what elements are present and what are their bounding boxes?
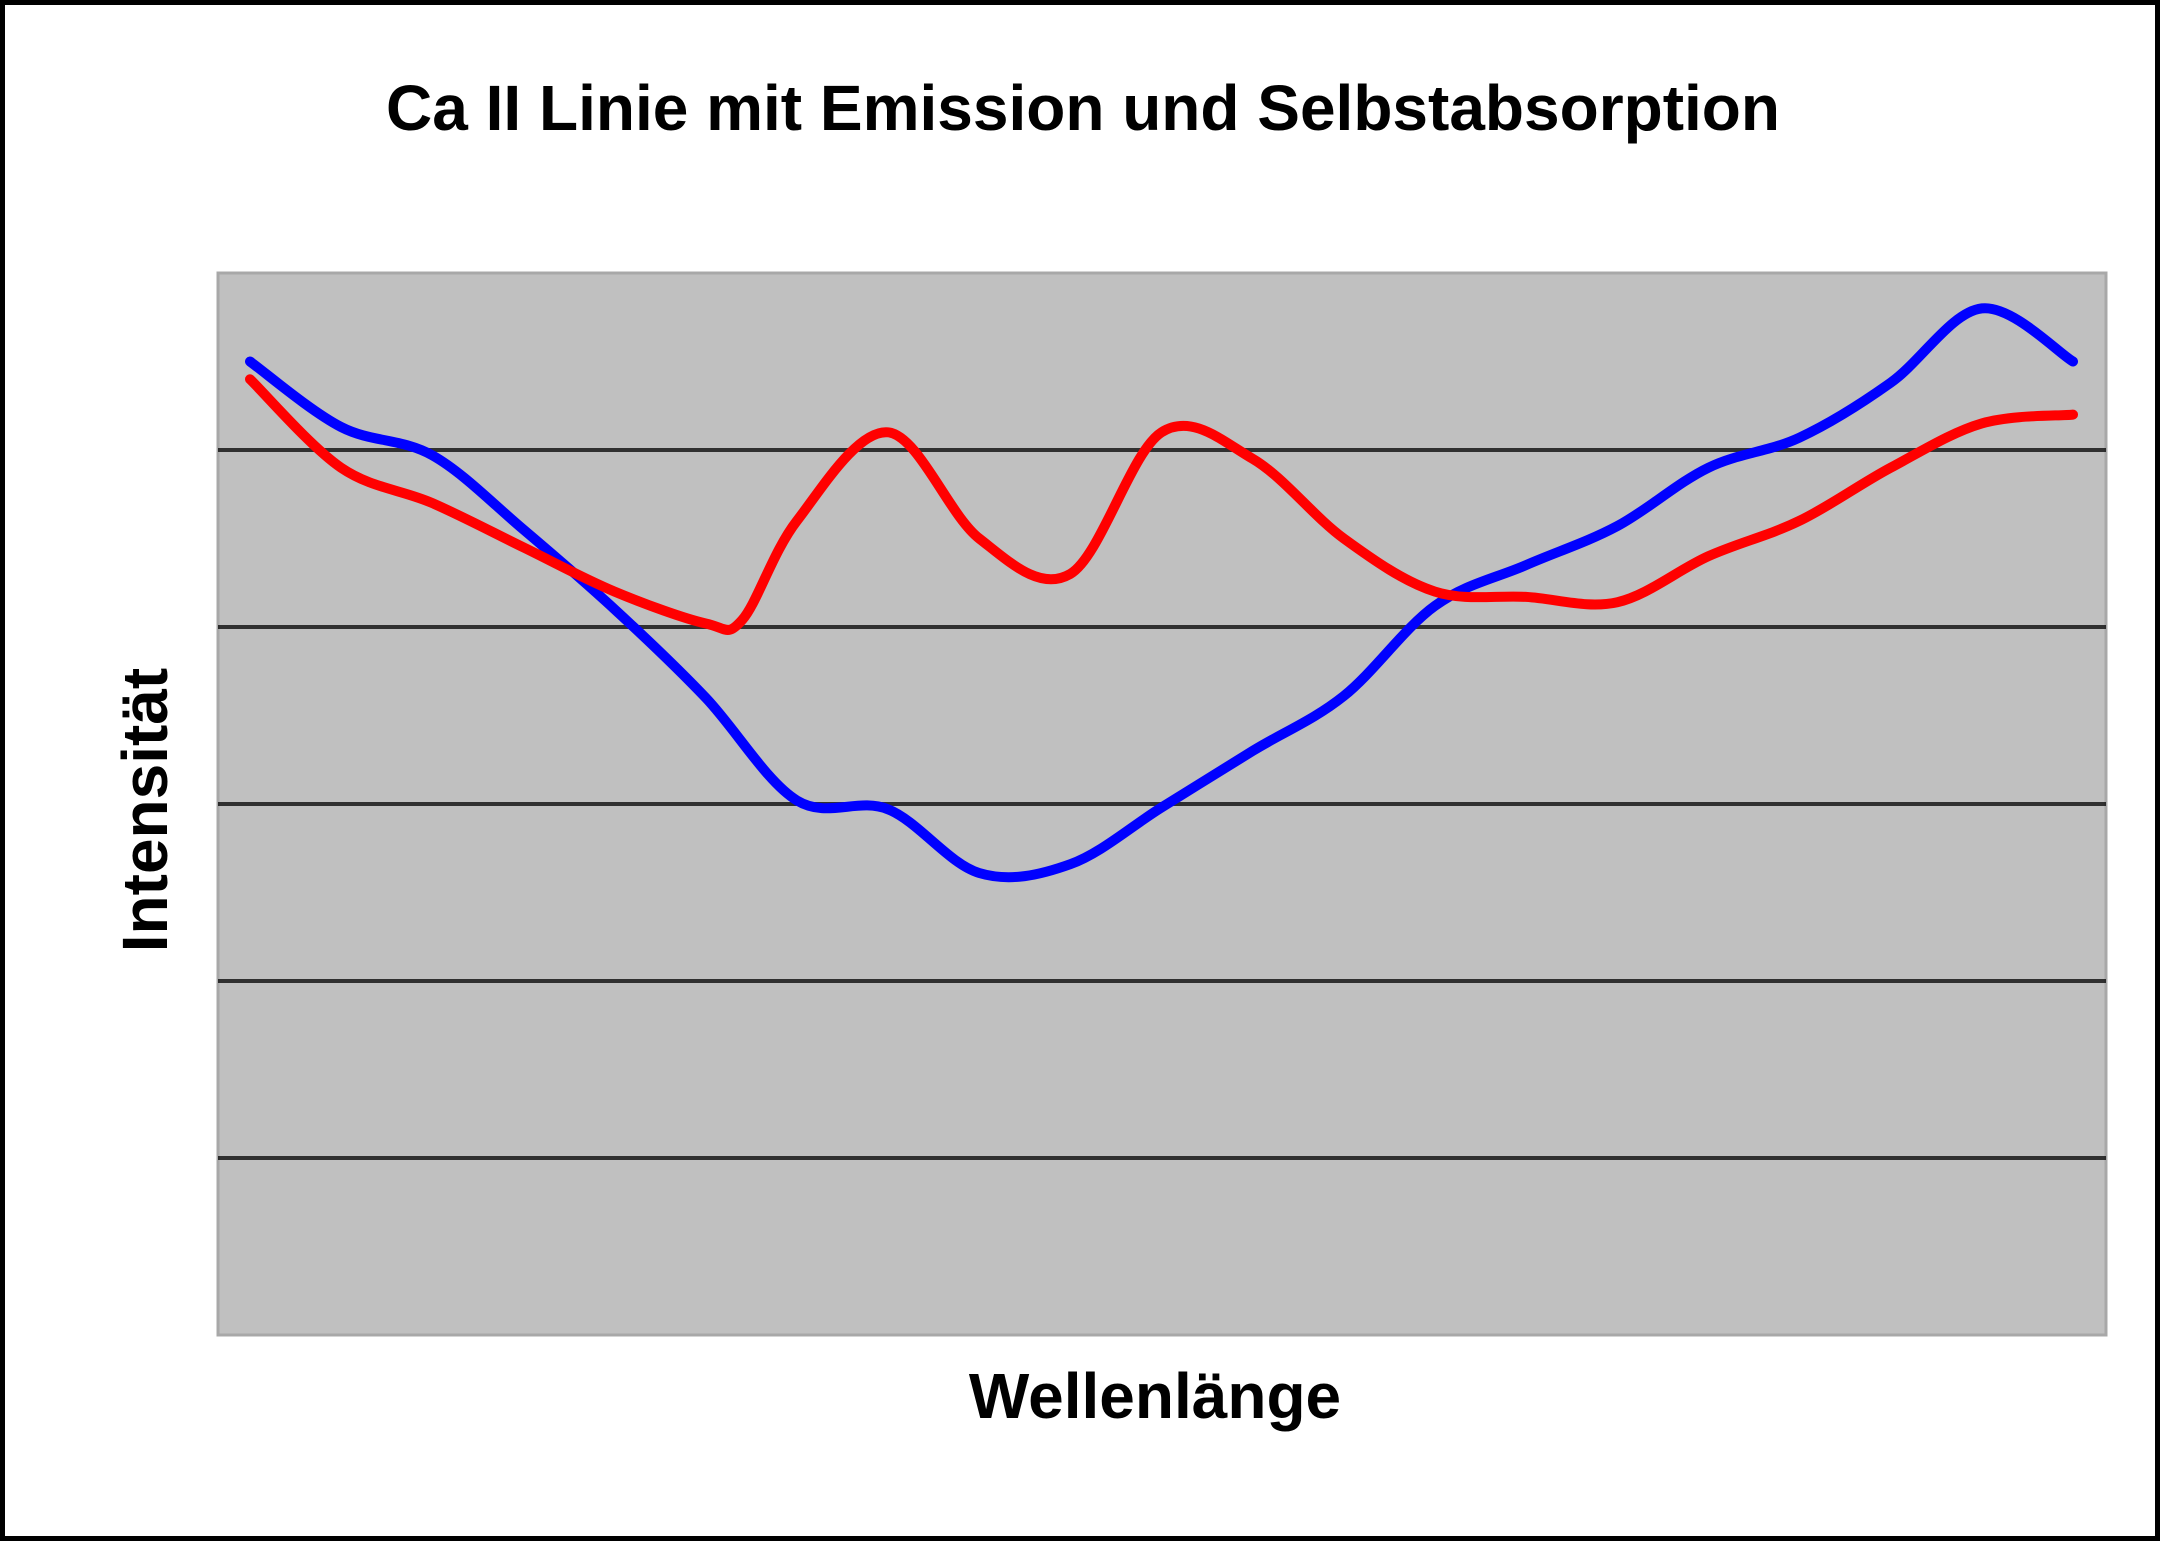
series-group [245, 303, 2078, 883]
gridlines [218, 448, 2106, 1160]
y-axis-label: Intensität [109, 668, 181, 952]
x-axis-label: Wellenlänge [969, 1360, 1341, 1432]
chart: Ca II Linie mit Emission und Selbstabsor… [109, 72, 2108, 1432]
chart-title: Ca II Linie mit Emission und Selbstabsor… [386, 72, 1780, 144]
series-line-2 [245, 374, 2078, 635]
series-line-1 [245, 303, 2078, 883]
